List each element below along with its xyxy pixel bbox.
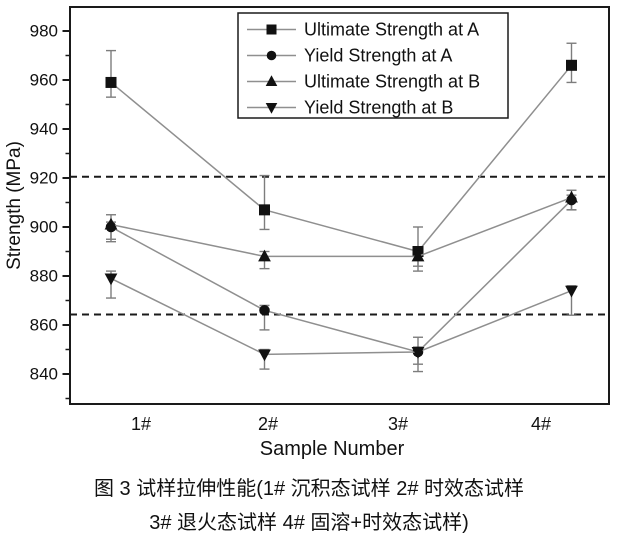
triangle-up-marker-icon (104, 217, 118, 230)
reference-lines (70, 175, 609, 316)
legend-label: Ultimate Strength at B (304, 72, 480, 92)
series-line (110, 277, 572, 356)
x-tick-label: 4# (531, 414, 551, 434)
caption-line-1: 图 3 试样拉伸性能(1# 沉积态试样 2# 时效态试样 (93, 478, 525, 500)
legend-box (237, 12, 509, 119)
y-axis: 840 860 880 900 920 940 960 980 Strength (MPa) (4, 22, 70, 400)
legend-item-3: Yield Strength at B (247, 98, 453, 118)
series-yield-strength-at-b (104, 273, 578, 362)
axes (69, 6, 610, 405)
y-tick-label: 920 (30, 169, 58, 188)
x-tick-label: 1# (131, 414, 151, 434)
y-tick-label: 880 (30, 267, 58, 286)
circle-marker-icon (266, 50, 277, 61)
triangle-up-marker-icon (258, 249, 271, 262)
legend-item-1: Yield Strength at A (247, 46, 452, 66)
y-tick-label: 980 (30, 22, 58, 41)
triangle-down-marker-icon (565, 285, 578, 298)
series-line (110, 199, 573, 353)
square-marker-icon (105, 76, 117, 88)
y-axis-label: Strength (MPa) (4, 141, 25, 270)
caption-line-2: 3# 退火态试样 4# 固溶+时效态试样) (149, 512, 469, 534)
legend-label: Yield Strength at A (304, 46, 452, 66)
triangle-down-marker-icon (258, 349, 271, 362)
x-tick-label: 2# (258, 414, 278, 434)
triangle-down-marker-icon (104, 273, 118, 286)
y-tick-label: 940 (30, 120, 58, 139)
legend-item-2: Ultimate Strength at B (247, 72, 480, 92)
triangle-down-marker-icon (411, 347, 425, 359)
series-ultimate-strength-at-b (104, 190, 578, 262)
triangle-up-marker-icon (265, 75, 278, 86)
triangle-up-marker-icon (565, 190, 578, 203)
series-yield-strength-at-a (105, 194, 577, 358)
legend-label: Ultimate Strength at A (304, 20, 479, 40)
square-marker-icon (566, 59, 577, 71)
y-tick-label: 860 (30, 316, 58, 335)
triangle-up-marker-icon (411, 249, 425, 262)
circle-marker-icon (259, 305, 270, 316)
square-marker-icon (259, 204, 270, 216)
triangle-down-marker-icon (265, 103, 278, 114)
legend-item-0: Ultimate Strength at A (247, 20, 479, 40)
plot-border (69, 6, 610, 405)
series-line (110, 196, 572, 258)
figure-caption: 图 3 试样拉伸性能(1# 沉积态试样 2# 时效态试样 3# 退火态试样 4#… (0, 472, 618, 540)
y-tick-label: 840 (30, 365, 58, 384)
series-line (110, 64, 573, 253)
y-tick-label: 960 (30, 71, 58, 90)
legend-label: Yield Strength at B (304, 98, 453, 118)
y-tick-label: 900 (30, 218, 58, 237)
x-axis: 1# 2# 3# 4# Sample Number (131, 414, 551, 460)
x-tick-label: 3# (388, 414, 408, 434)
x-axis-label: Sample Number (260, 438, 405, 460)
square-marker-icon (266, 24, 277, 35)
strength-line-chart: 840 860 880 900 920 940 960 980 Strength (MPa) 1#… (4, 6, 610, 460)
legend: Ultimate Strength at A Yield Strength at … (237, 12, 509, 119)
